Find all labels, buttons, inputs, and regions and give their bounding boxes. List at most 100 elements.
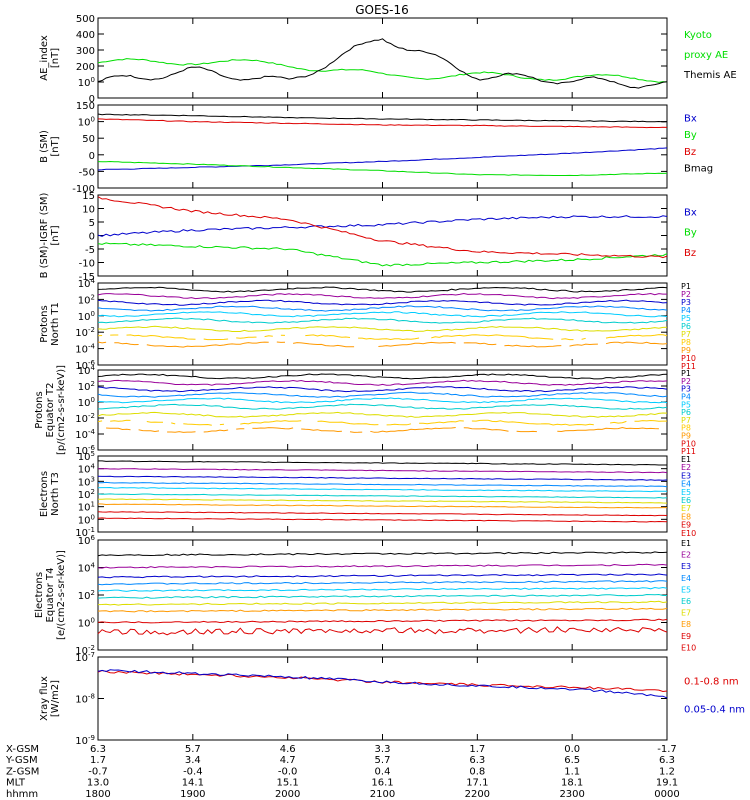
y-tick-label: 100 [78,116,95,129]
series-e10 [97,626,668,636]
y-tick-label: 0 [89,232,95,243]
panel-frame [97,656,668,741]
legend-entry: P1 [681,282,691,291]
series-by [97,242,668,267]
series-e5 [97,486,667,493]
series-e6 [97,493,668,499]
panel-frame [97,539,668,651]
panel-ae: 0 100 200 300 400 500 AE_index [nT] Kyoto proxy A… [39,14,737,105]
xaxis-value: 0.0 [564,744,580,755]
legend-entry: Bz [684,248,696,259]
series-p5 [97,311,668,318]
legend-entry: P3 [681,385,691,394]
y-tick-label: 102 [78,488,95,501]
y-tick-label: 103 [78,475,95,488]
xaxis-value: 2300 [559,789,584,800]
y-tick-label: 100 [78,617,95,630]
xaxis-value: 0.4 [375,766,391,777]
legend-entry: P1 [681,369,691,378]
legend-entry: 0.05-0.4 nm [684,704,745,715]
y-tick-label: 15 [82,191,95,202]
xaxis-value: 2200 [465,789,490,800]
legend-entry: E1 [681,455,691,464]
y-tick-label: 102 [78,589,95,602]
xaxis-value: 6.3 [90,744,106,755]
panel-bigrf: -15 -10 -5 0 5 10 15 B (SM)-IGRF (SM) [nT] Bx By Bz [39,191,697,283]
series-p8 [97,419,667,426]
panel-bsm: -100 -50 0 50 100 150 B (SM) [nT] Bx By Bz Bmag [39,101,713,195]
y-tick-label: 10-4 [75,343,95,356]
series-e7 [97,498,668,504]
panel-frame [97,369,668,451]
xaxis-value: -0.0 [278,766,298,777]
y-axis-label: Xray flux [39,676,50,721]
series-e2 [97,468,668,474]
y-axis-label: [p/(cm2-s-sr-keV)] [56,365,67,455]
y-tick-label: 150 [76,101,95,112]
legend-entry: P6 [681,322,691,331]
y-axis-label: [nT] [50,48,61,68]
series-p7 [97,325,668,333]
legend-entry: P4 [681,392,691,401]
series-e7 [97,600,668,606]
series-p8 [97,334,668,341]
y-axis-label: Electrons [34,572,45,618]
y-axis-label: Protons [39,305,50,342]
y-axis-label: Equator T2 [45,383,56,438]
y-axis-label: North T1 [50,302,61,346]
xaxis-value: 17.1 [466,778,488,789]
legend-entry: E3 [681,471,691,480]
y-tick-label: 104 [78,562,96,575]
legend-entry: E9 [681,521,691,530]
legend-entry: P9 [681,432,691,441]
legend-entry: P11 [681,362,696,371]
xaxis-value: -0.7 [88,766,108,777]
y-tick-label: -50 [79,167,95,178]
legend-entry: E4 [681,574,691,583]
series-p2 [97,379,668,386]
xaxis-value: 1.1 [564,766,580,777]
xaxis-value: 6.3 [659,755,675,766]
series-bz [97,196,668,259]
y-tick-label: 300 [76,46,95,57]
series-e9 [97,511,668,517]
series-e3 [97,475,668,481]
legend-entry: E5 [681,488,691,497]
y-tick-label: 104 [78,277,96,290]
legend-entry: E4 [681,480,691,489]
series-kyoto-proxy-ae [97,58,668,83]
series-p9 [106,428,667,433]
legend-entry: Bz [684,147,696,158]
series-e5 [97,586,668,592]
y-tick-label: 100 [78,76,95,89]
legend-entry: E2 [681,463,691,472]
legend-entry: Bx [684,114,697,125]
xaxis-value: 4.7 [280,755,296,766]
xaxis-value: 3.4 [185,755,201,766]
xaxis-value: 3.3 [375,744,391,755]
legend-entry: E6 [681,597,691,606]
y-tick-label: 10-7 [75,651,95,664]
legend-entry: E8 [681,620,691,629]
y-tick-label: 104 [78,463,96,476]
legend-entry: proxy AE [684,50,728,61]
xaxis-value: 0000 [654,789,679,800]
y-tick-label: 400 [76,30,95,41]
y-tick-label: 10-2 [75,326,95,339]
legend-entry: E10 [681,529,696,538]
panel-frame [97,104,668,189]
y-tick-label: 500 [76,14,95,25]
series-e9 [97,618,668,624]
xaxis-value: 0.8 [469,766,485,777]
series-p1 [97,286,668,293]
legend-entry: E3 [681,562,691,571]
xaxis-value: 1.7 [469,744,485,755]
xaxis-row-label: hhmm [6,789,38,800]
legend-entry: E7 [681,609,691,618]
y-tick-label: 10-8 [75,693,95,706]
series-e4 [97,580,668,586]
y-axis-label: [e/(cm2-s-sr-keV)] [56,550,67,640]
y-tick-label: 10-2 [75,412,95,425]
series-e8 [97,607,668,613]
xaxis-value: 5.7 [185,744,201,755]
